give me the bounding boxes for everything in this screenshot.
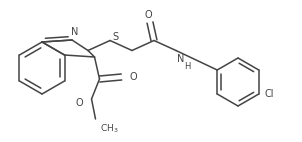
Text: N: N [71, 27, 79, 37]
Text: CH$_3$: CH$_3$ [100, 123, 118, 135]
Text: Cl: Cl [265, 89, 274, 99]
Text: S: S [112, 32, 118, 41]
Text: O: O [130, 72, 137, 82]
Text: O: O [144, 10, 152, 19]
Text: N: N [177, 55, 185, 64]
Text: H: H [184, 62, 190, 71]
Text: O: O [76, 98, 84, 108]
